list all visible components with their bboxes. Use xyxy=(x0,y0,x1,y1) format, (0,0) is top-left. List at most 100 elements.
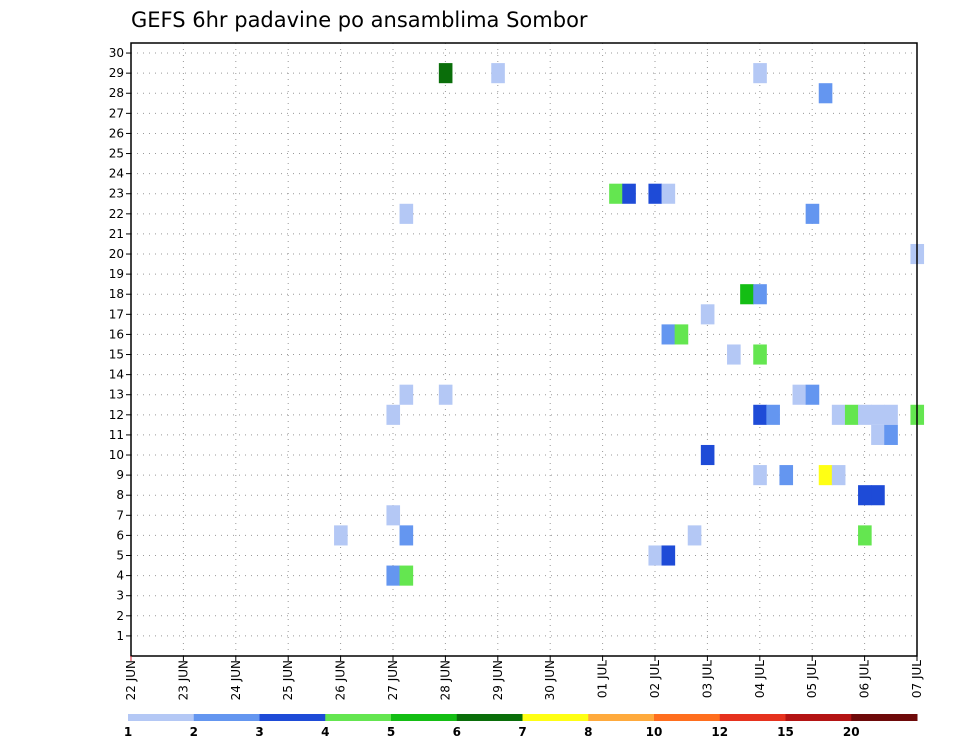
precip-cell xyxy=(779,465,794,486)
x-axis: 22 JUN 23 JUN 24 JUN 25 JUN 26 JUN 27 JUN 28 J… xyxy=(124,656,924,700)
precip-cell xyxy=(609,183,623,204)
legend-swatch xyxy=(522,714,589,721)
precip-cell xyxy=(386,565,401,586)
legend-swatch xyxy=(193,714,260,721)
precip-cell xyxy=(700,444,715,466)
precip-cell xyxy=(399,565,414,586)
x-tick-label: 24 JUN xyxy=(229,660,243,700)
legend-swatch xyxy=(588,714,655,721)
y-tick-label: 12 xyxy=(109,408,124,422)
legend-label: 1 xyxy=(124,725,132,739)
y-tick-label: 3 xyxy=(116,589,124,603)
precip-cells xyxy=(334,63,925,586)
legend-label: 10 xyxy=(646,725,663,739)
y-tick-label: 15 xyxy=(109,348,124,362)
precip-cell xyxy=(700,304,715,325)
x-tick-label: 28 JUN xyxy=(438,660,452,700)
legend-swatch xyxy=(851,714,918,721)
x-tick-label: 27 JUN xyxy=(386,660,400,700)
precip-cell xyxy=(831,404,846,425)
precip-cell xyxy=(858,485,872,506)
precip-cell xyxy=(805,203,820,224)
y-tick-label: 9 xyxy=(116,468,124,482)
legend-swatch xyxy=(391,714,458,721)
precip-cell xyxy=(740,284,754,305)
legend-swatch xyxy=(325,714,392,721)
x-tick-label: 03 JUL xyxy=(700,660,714,698)
legend-swatch xyxy=(128,714,195,721)
y-tick-label: 13 xyxy=(109,388,124,402)
y-tick-label: 5 xyxy=(116,549,124,563)
y-tick-label: 1 xyxy=(116,629,124,643)
precip-cell xyxy=(438,384,453,405)
precip-cell xyxy=(753,344,767,365)
precip-cell xyxy=(399,384,414,405)
precip-cell xyxy=(805,384,820,405)
legend-label: 20 xyxy=(843,725,860,739)
y-tick-label: 30 xyxy=(109,46,124,60)
precip-cell xyxy=(871,485,885,506)
y-tick-label: 22 xyxy=(109,207,124,221)
precip-cell xyxy=(871,404,885,425)
grid-lines xyxy=(131,43,917,656)
y-tick-label: 7 xyxy=(116,508,124,522)
precip-cell xyxy=(674,324,689,345)
plot-frame xyxy=(130,42,918,657)
x-tick-label: 07 JUL xyxy=(910,660,924,698)
x-tick-label: 25 JUN xyxy=(281,660,295,700)
y-tick-label: 14 xyxy=(109,368,124,382)
precip-cell xyxy=(818,465,833,486)
legend-swatch xyxy=(785,714,852,721)
precip-cell xyxy=(792,384,807,405)
precip-cell xyxy=(831,465,846,486)
precip-cell xyxy=(399,525,414,546)
x-tick-label: 04 JUL xyxy=(753,660,767,698)
x-tick-label: 26 JUN xyxy=(334,660,348,700)
x-tick-label: 06 JUL xyxy=(858,660,872,698)
precip-cell xyxy=(858,525,872,546)
y-tick-label: 23 xyxy=(109,187,124,201)
precip-cell xyxy=(818,83,833,104)
legend-label: 3 xyxy=(255,725,263,739)
y-axis: 1234567891011121314151617181920212223242… xyxy=(109,46,131,643)
y-tick-label: 19 xyxy=(109,267,124,281)
legend-label: 7 xyxy=(518,725,526,739)
precip-cell xyxy=(622,183,636,204)
precip-cell xyxy=(884,404,898,425)
precip-cell xyxy=(491,63,505,84)
y-tick-label: 27 xyxy=(109,106,124,120)
y-tick-label: 24 xyxy=(109,167,124,181)
y-tick-label: 6 xyxy=(116,528,124,542)
y-tick-label: 2 xyxy=(116,609,124,623)
legend-label: 8 xyxy=(584,725,592,739)
legend-swatch xyxy=(456,714,523,721)
y-tick-label: 11 xyxy=(109,428,124,442)
precip-cell xyxy=(753,404,767,425)
legend-swatch xyxy=(719,714,786,721)
chart-title: GEFS 6hr padavine po ansamblima Sombor xyxy=(131,8,588,32)
precip-cell xyxy=(753,465,767,486)
x-tick-label: 30 JUN xyxy=(543,660,557,700)
precip-cell xyxy=(858,404,872,425)
legend-label: 12 xyxy=(711,725,728,739)
precip-cell xyxy=(386,505,401,526)
y-tick-label: 26 xyxy=(109,126,124,140)
precip-cell xyxy=(687,525,702,546)
x-tick-label: 01 JUL xyxy=(596,660,610,698)
precip-cell xyxy=(661,183,676,204)
precip-cell xyxy=(648,183,663,204)
precip-cell xyxy=(386,404,401,425)
x-tick-label: 02 JUL xyxy=(648,660,662,698)
legend-swatch xyxy=(654,714,721,721)
x-tick-label: 23 JUN xyxy=(176,660,190,700)
legend-label: 4 xyxy=(321,725,329,739)
x-tick-label: 22 JUN xyxy=(124,660,138,700)
precip-cell xyxy=(399,203,414,224)
legend-label: 5 xyxy=(387,725,395,739)
x-tick-label: 05 JUL xyxy=(805,660,819,698)
x-tick-label: 29 JUN xyxy=(491,660,505,700)
precip-cell xyxy=(871,424,885,445)
legend-label: 15 xyxy=(777,725,794,739)
precip-cell xyxy=(766,404,780,425)
